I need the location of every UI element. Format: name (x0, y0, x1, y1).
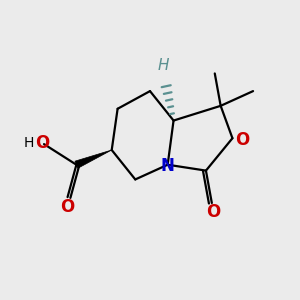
Text: O: O (206, 203, 220, 221)
Text: H: H (158, 58, 169, 73)
Text: O: O (235, 131, 249, 149)
Text: N: N (161, 157, 175, 175)
Text: O: O (60, 198, 75, 216)
Text: H: H (23, 136, 34, 150)
Polygon shape (75, 150, 112, 168)
Text: O: O (35, 134, 50, 152)
